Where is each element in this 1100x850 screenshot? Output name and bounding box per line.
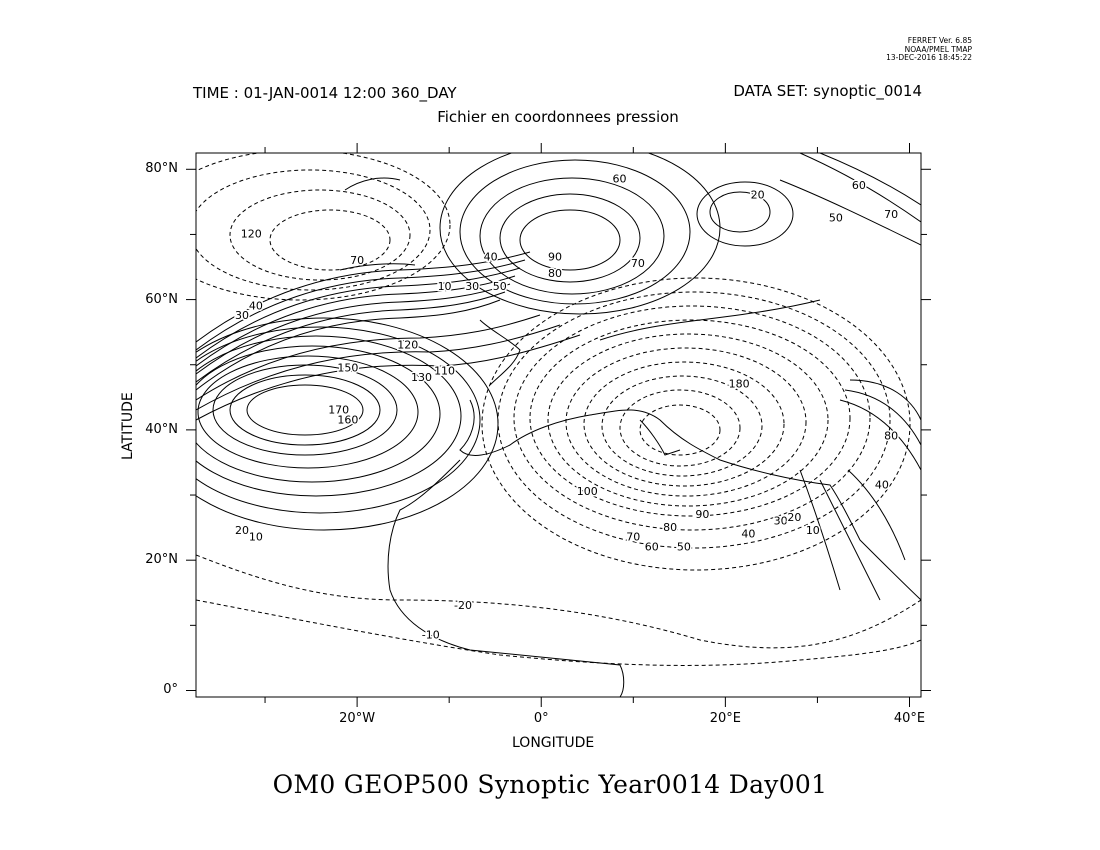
contour-label: 20 [235,524,249,537]
contour-label: -20 [454,599,472,612]
contour-field [196,153,921,697]
y-tick-label: 40°N [145,421,178,437]
figure-title: OM0 GEOP500 Synoptic Year0014 Day001 [272,770,828,799]
ferret-org-line: NOAA/PMEL TMAP [904,44,972,54]
x-tick-label: 40°E [893,711,926,726]
east-contours [799,379,921,601]
contour-label: 30 [774,514,788,527]
axis-ticks [186,143,931,707]
contour-label: 120 [397,338,418,351]
contour-label: 70 [350,254,364,267]
contour-label: 40 [741,527,755,540]
ferret-version-stamp: FERRET Ver. 6.85 NOAA/PMEL TMAP 13-DEC-2… [886,36,972,63]
contour-label: 50 [829,211,843,224]
contour-label: 70 [884,208,898,221]
contour-label: 60 [612,172,626,185]
contour-label: 10 [249,531,263,544]
contour-label: 80 [884,430,898,443]
contour-label: 130 [411,371,432,384]
contour-label: 30 [235,309,249,322]
contour-label: 150 [337,361,358,374]
contour-label: 60 [645,540,659,553]
y-tick-label: 60°N [145,291,178,307]
contour-label: 160 [337,413,358,426]
contour-label: 170 [328,404,349,417]
north-high-contours [439,153,921,315]
tropical-contours [196,554,921,666]
contour-label: 20 [787,511,801,524]
contour-label: 80 [548,267,562,280]
ferret-version-line: FERRET Ver. 6.85 [907,36,972,45]
coastlines [339,177,921,697]
plot-subtitle: Fichier en coordonnees pression [437,108,679,126]
contour-label: 10 [438,280,452,293]
dataset-label: DATA SET: synoptic_0014 [733,82,922,100]
contour-label: -10 [422,628,440,641]
time-label: TIME : 01-JAN-0014 12:00 360_DAY [193,84,457,102]
contour-label: 40 [875,479,889,492]
contour-label: 180 [729,378,750,391]
contour-label: 50 [677,540,691,553]
jet-stream-contours [196,251,581,421]
contour-label: 20 [751,189,765,202]
high-pressure-contours [196,317,499,531]
contour-label: 110 [434,365,455,378]
contour-label: 10 [806,524,820,537]
plot-frame [195,152,922,698]
x-tick-label: 20°W [339,711,376,726]
y-tick-label: 20°N [145,552,178,568]
contour-label: 90 [548,250,562,263]
contour-label: 70 [626,531,640,544]
ferret-date-line: 13-DEC-2016 18:45:22 [886,53,972,62]
contour-label: 50 [493,280,507,293]
contour-label: 60 [852,179,866,192]
contour-label: 100 [577,485,598,498]
y-tick-label: 80°N [145,161,178,177]
contour-label: 80 [663,521,677,534]
x-tick-label: 0° [533,711,549,726]
y-tick-label: 0° [163,682,178,698]
contour-label: 40 [249,299,263,312]
northwest-low-contours [196,153,451,301]
x-axis-title: LONGITUDE [512,735,595,751]
x-tick-label: 20°E [709,711,741,726]
contour-label: 40 [484,250,498,263]
contour-label: 70 [631,257,645,270]
contour-label: 90 [695,508,709,521]
contour-label: 120 [241,228,262,241]
low-pressure-contours [481,277,911,571]
contour-label: 30 [465,280,479,293]
